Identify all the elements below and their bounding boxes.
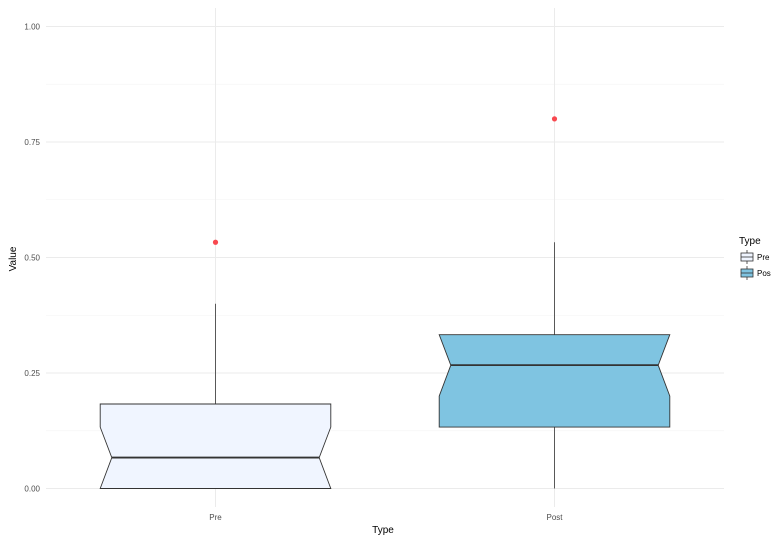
boxes — [99, 116, 671, 489]
box-body — [99, 403, 332, 489]
legend-label: Pre — [757, 253, 770, 262]
legend-label: Pos — [757, 269, 771, 278]
box-post — [438, 116, 671, 489]
legend: Type Pre Pos — [739, 236, 771, 280]
y-tick-label: 0.00 — [24, 485, 40, 494]
y-tick-label: 1.00 — [24, 22, 40, 31]
y-tick-label: 0.75 — [24, 138, 40, 147]
y-axis-title: Value — [8, 246, 19, 271]
box-pre — [99, 239, 332, 489]
x-tick-label: Post — [546, 513, 563, 522]
legend-key-pre — [740, 250, 754, 264]
outlier-point — [212, 239, 219, 245]
y-tick-label: 0.50 — [24, 254, 40, 263]
y-tick-label: 0.25 — [24, 369, 40, 378]
x-axis-title: Type — [372, 525, 394, 536]
axes: 0.00 0.25 0.50 0.75 1.00 Pre Post — [24, 22, 563, 522]
box-body — [438, 334, 671, 428]
legend-key-pos — [740, 266, 754, 280]
outlier-point — [551, 116, 558, 122]
legend-title: Type — [739, 236, 761, 247]
x-tick-label: Pre — [209, 513, 222, 522]
